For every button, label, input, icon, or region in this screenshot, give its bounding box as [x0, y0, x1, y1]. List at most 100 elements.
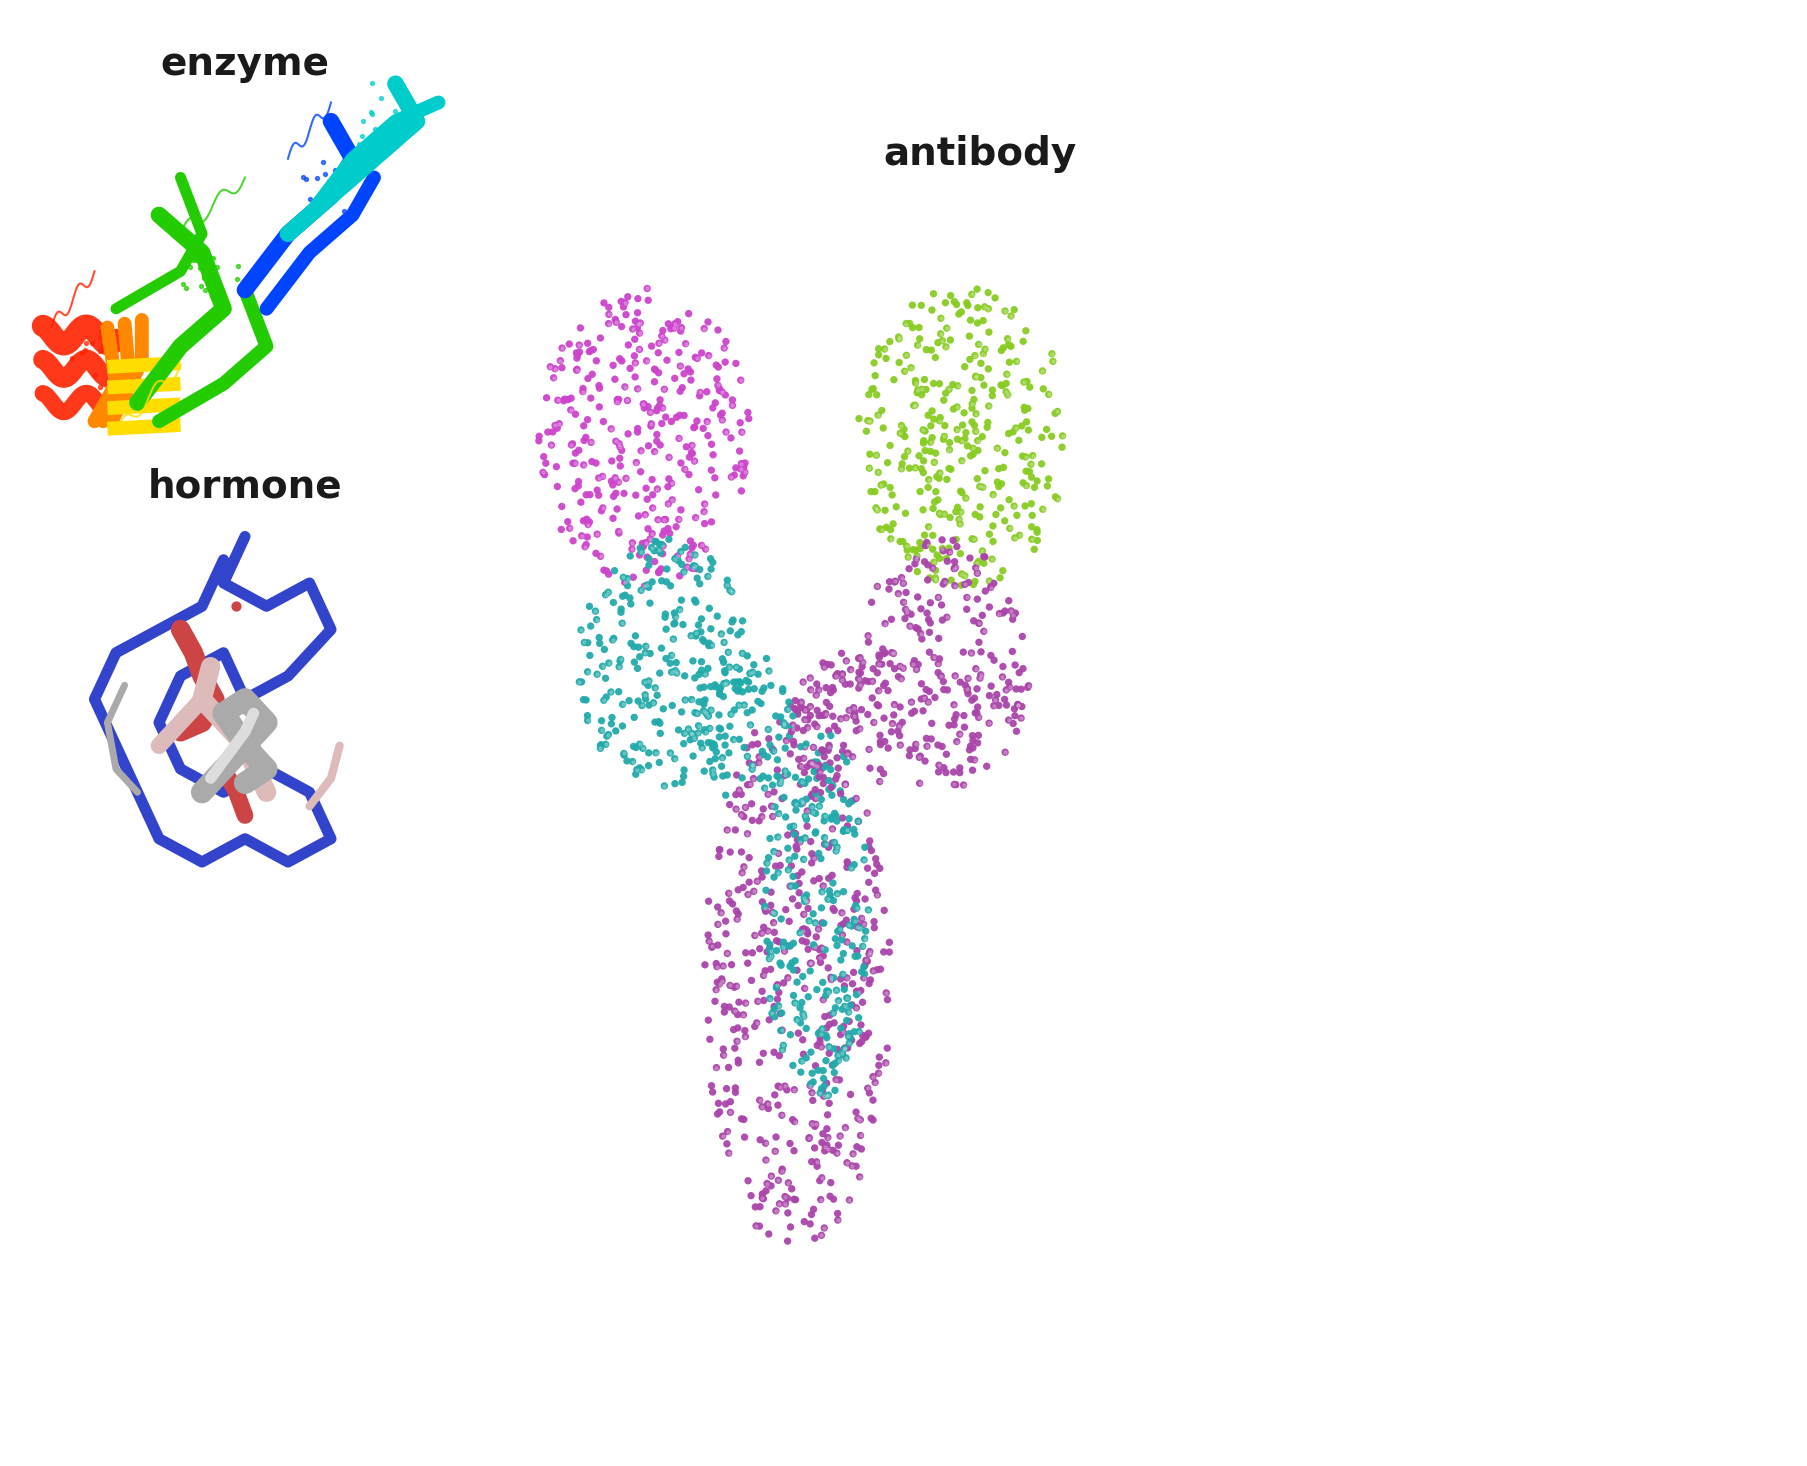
Point — [710, 733, 739, 756]
Point — [712, 941, 741, 965]
Point — [828, 941, 857, 965]
Point — [759, 995, 788, 1019]
Point — [829, 978, 858, 1001]
Point — [744, 1088, 773, 1111]
Point — [781, 799, 810, 822]
Point — [958, 437, 987, 460]
Point — [804, 918, 833, 941]
Point — [571, 532, 600, 556]
Point — [833, 987, 862, 1010]
Point — [972, 415, 1001, 438]
Point — [838, 1142, 867, 1165]
Point — [754, 1009, 782, 1032]
Point — [958, 443, 987, 466]
Point — [676, 529, 705, 553]
Point — [806, 1082, 835, 1105]
Point — [569, 630, 598, 654]
Point — [867, 517, 896, 541]
Point — [712, 569, 741, 592]
Point — [793, 799, 822, 822]
Point — [770, 736, 799, 759]
Point — [705, 844, 734, 868]
Point — [629, 393, 658, 416]
Point — [638, 496, 667, 519]
Point — [880, 570, 909, 594]
Point — [927, 664, 956, 688]
Point — [831, 909, 860, 932]
Point — [940, 573, 969, 597]
Point — [616, 544, 645, 567]
Point — [853, 950, 882, 973]
Point — [806, 950, 835, 973]
Point — [741, 1214, 770, 1237]
Point — [838, 696, 867, 720]
Point — [685, 690, 714, 714]
Point — [952, 293, 981, 317]
Point — [627, 579, 656, 603]
Point — [651, 647, 679, 670]
Point — [911, 534, 940, 557]
Point — [806, 1022, 835, 1045]
Point — [1014, 418, 1043, 441]
Point — [656, 409, 685, 432]
Point — [679, 415, 708, 438]
Point — [768, 1034, 797, 1057]
Point — [797, 1149, 826, 1173]
Point — [900, 553, 929, 576]
Point — [754, 718, 782, 742]
Point — [779, 714, 808, 737]
Point — [78, 331, 107, 355]
Point — [813, 979, 842, 1003]
Point — [950, 421, 979, 444]
Point — [770, 714, 799, 737]
Point — [941, 730, 970, 754]
Point — [802, 755, 831, 778]
Point — [793, 715, 822, 739]
Point — [763, 758, 791, 781]
Point — [770, 940, 799, 963]
Point — [651, 507, 679, 531]
Point — [947, 573, 976, 597]
Point — [645, 711, 674, 734]
Point — [801, 1136, 829, 1160]
Point — [853, 409, 882, 432]
Point — [799, 754, 828, 777]
Point — [692, 410, 721, 434]
Point — [858, 910, 887, 934]
Point — [748, 740, 777, 764]
Point — [893, 601, 922, 625]
Point — [685, 384, 714, 408]
Point — [773, 698, 802, 721]
Point — [775, 1132, 804, 1155]
Point — [983, 475, 1012, 498]
Point — [931, 336, 960, 359]
Point — [844, 408, 873, 431]
Point — [132, 350, 161, 374]
Point — [808, 1017, 837, 1041]
Point — [813, 1138, 842, 1161]
Point — [847, 960, 876, 984]
Point — [838, 853, 867, 877]
Point — [573, 331, 602, 355]
Point — [764, 765, 793, 789]
Point — [864, 1054, 893, 1078]
Point — [732, 822, 761, 846]
Point — [710, 783, 739, 806]
Point — [820, 802, 849, 825]
Point — [707, 403, 735, 427]
Point — [761, 1199, 790, 1223]
Point — [707, 969, 735, 992]
Point — [338, 155, 367, 179]
Point — [804, 938, 833, 962]
Point — [573, 513, 602, 537]
Point — [965, 663, 994, 686]
Point — [952, 586, 981, 610]
Point — [902, 547, 931, 570]
Point — [197, 284, 226, 308]
Point — [927, 528, 956, 551]
Point — [748, 963, 777, 987]
Point — [929, 428, 958, 452]
Point — [1037, 349, 1066, 372]
Point — [696, 617, 725, 641]
Point — [558, 452, 587, 475]
